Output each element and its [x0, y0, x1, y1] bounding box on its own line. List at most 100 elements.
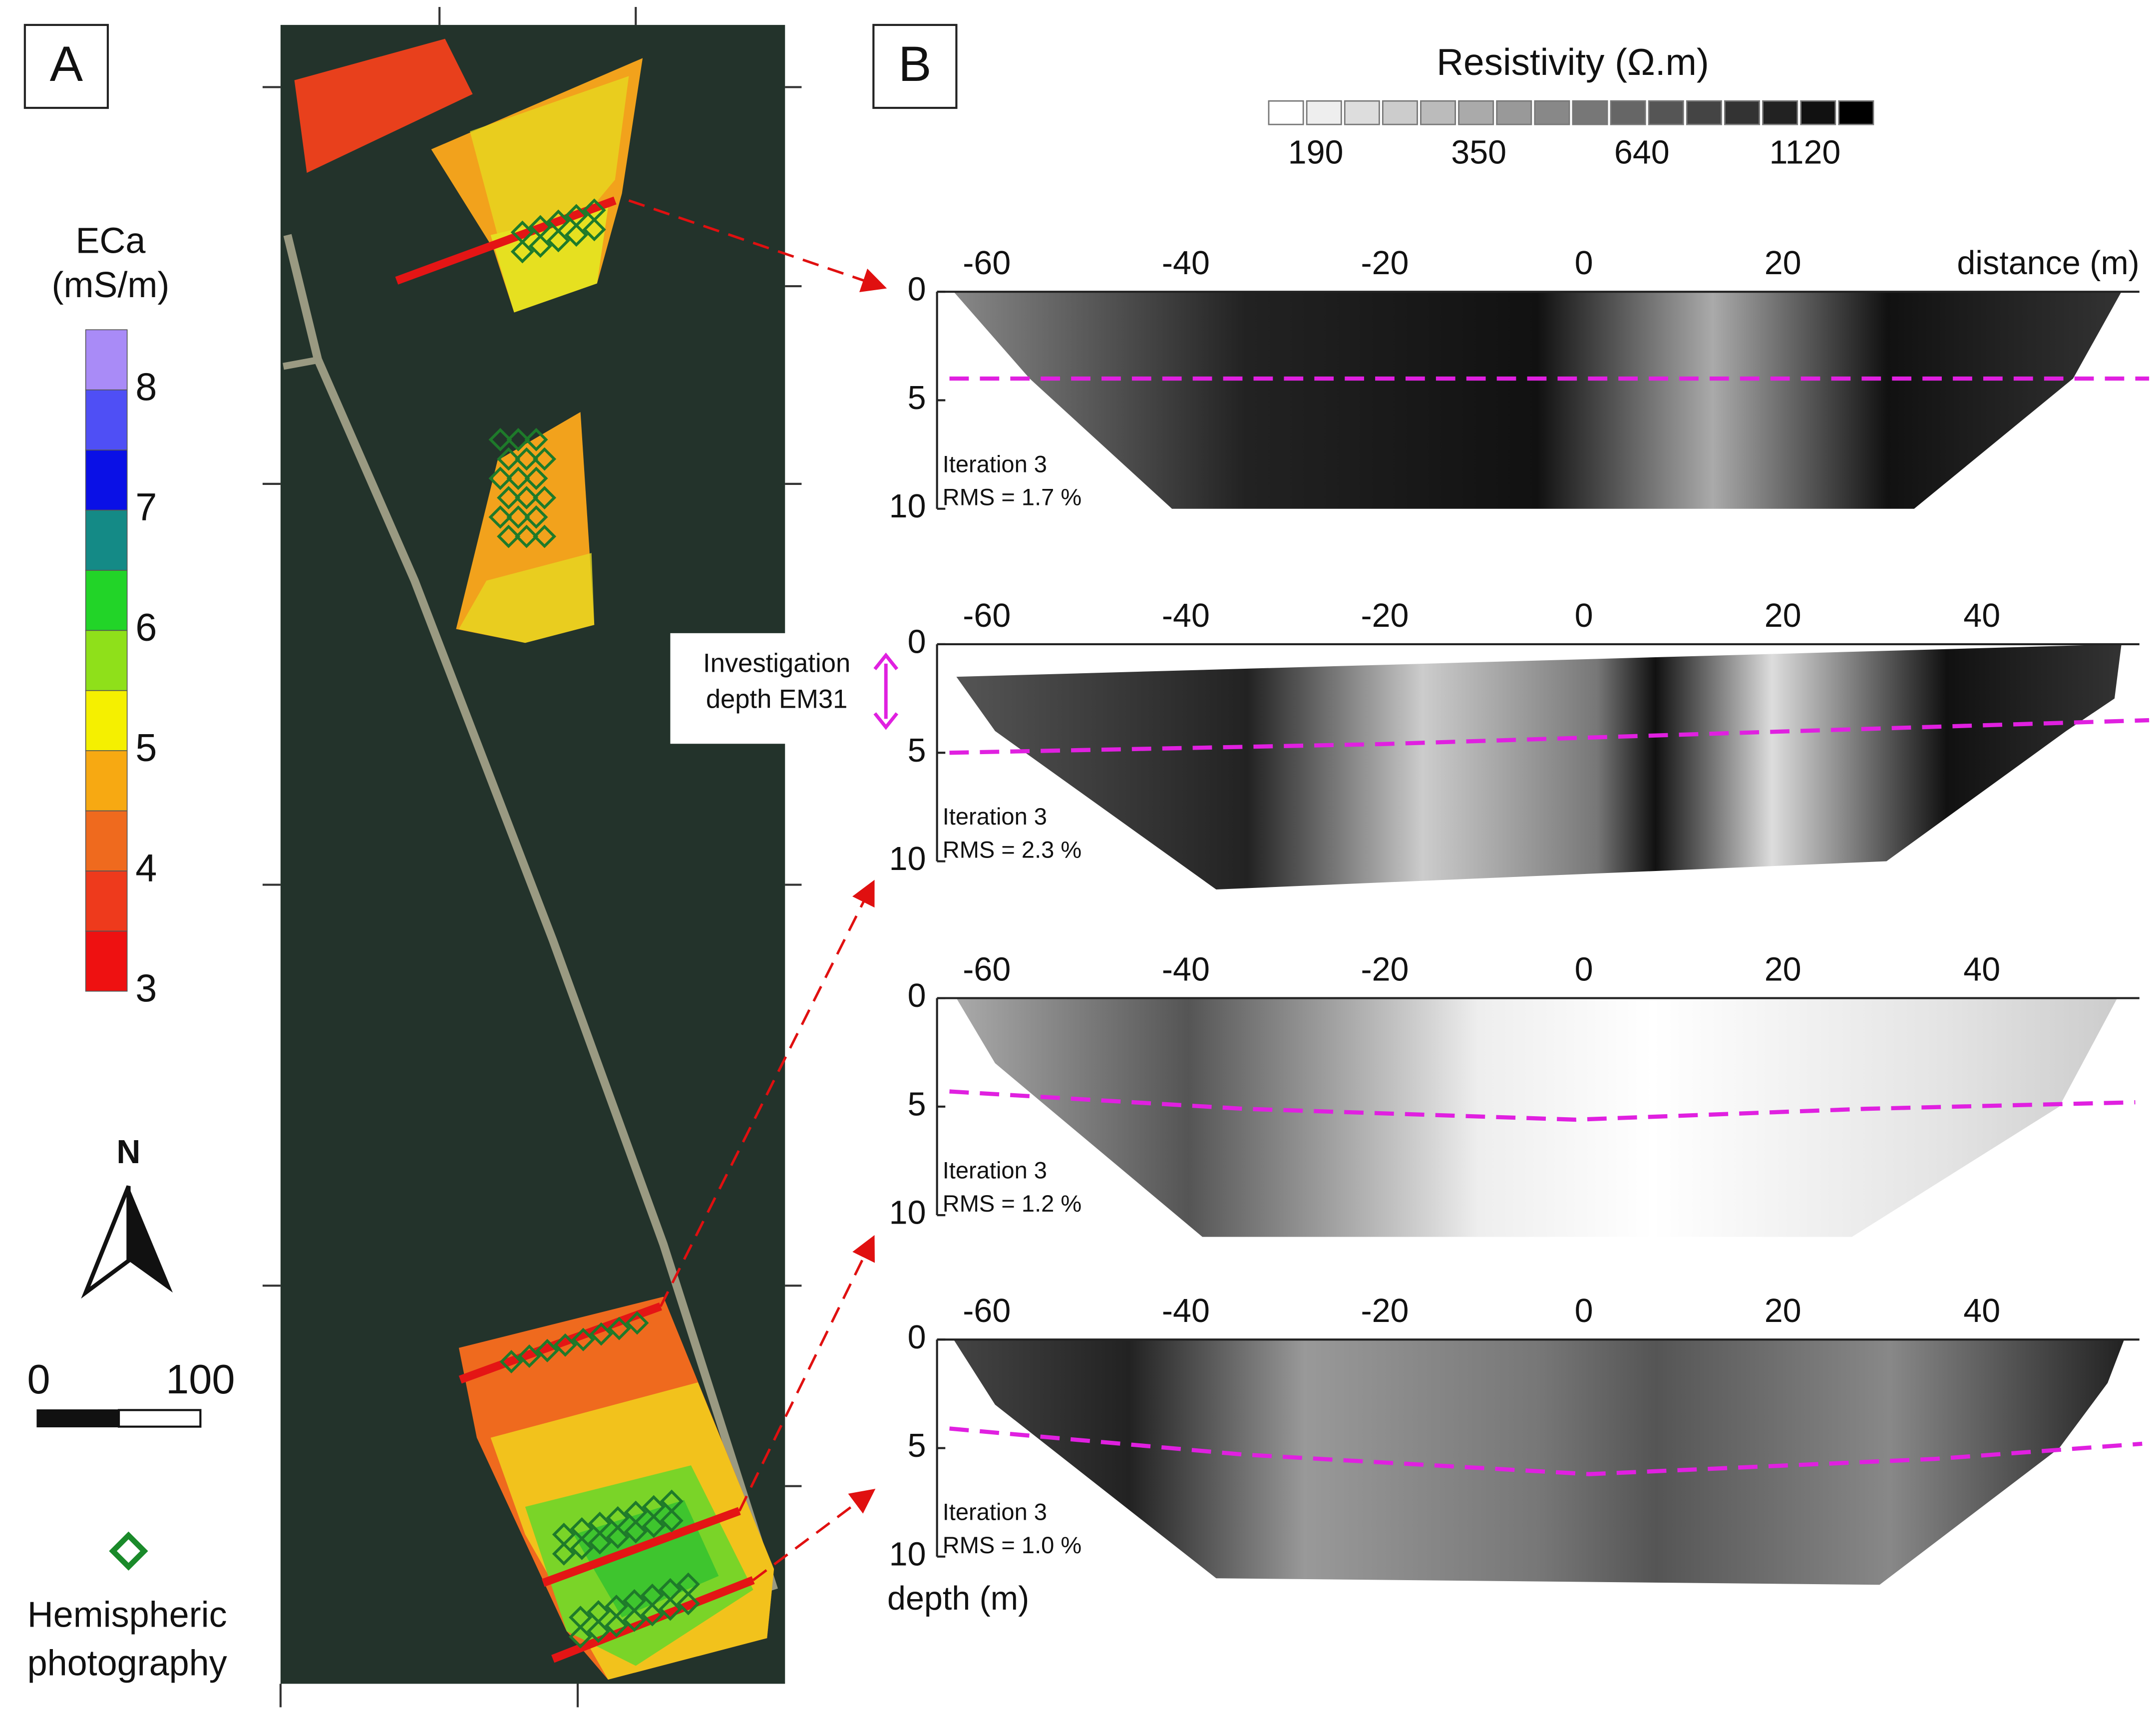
x-tick-label: 0 — [1575, 1292, 1593, 1329]
photo-point — [588, 1511, 612, 1535]
x-tick-label: -60 — [963, 245, 1011, 282]
y-tick-label: 10 — [889, 488, 926, 525]
map-frame-ticks — [262, 6, 802, 1708]
colorbar-tick-label: 5 — [135, 727, 157, 770]
rms-label: RMS = 1.0 % — [943, 1532, 1081, 1558]
mean-depth-line — [949, 1089, 2136, 1122]
colorbar-segment — [85, 449, 128, 511]
track — [283, 356, 322, 370]
y-tick-label: 10 — [889, 841, 926, 877]
x-tick-label: 0 — [1575, 245, 1593, 282]
resistivity-section: -60 -40 -20 0 20 40 0 5 10 Iteration 3 RMS = 1.2 % — [889, 951, 2140, 1237]
colorbar-segment — [85, 570, 128, 631]
legend-label: 350 — [1451, 134, 1506, 171]
photo-point — [640, 1583, 664, 1607]
photo-point — [606, 1506, 630, 1530]
colorbar-tick-label: 4 — [135, 847, 157, 889]
colorbar-segment — [85, 329, 128, 391]
x-tick-label: 20 — [1765, 597, 1801, 634]
photo-point — [533, 447, 557, 471]
photo-point — [517, 1344, 541, 1368]
x-tick-label: 20 — [1765, 245, 1801, 282]
resistivity-section: -60 -40 -20 0 20 40 0 5 10 Iteration 3 RMS = 1.0 % — [889, 1292, 2143, 1585]
colorbar-tick-label: 6 — [135, 606, 157, 649]
photo-point — [676, 1572, 700, 1596]
x-tick-label: -20 — [1361, 597, 1409, 634]
photo-point — [564, 204, 588, 228]
photo-point — [528, 234, 552, 258]
photo-point — [570, 1517, 594, 1541]
legend-label: 1120 — [1770, 134, 1841, 171]
colorbar-segment — [85, 930, 128, 992]
photo-point — [515, 524, 539, 548]
y-tick-label: 0 — [908, 624, 926, 661]
resistivity-legend: 190 350 640 1120 — [1268, 100, 1874, 171]
y-tick-label: 5 — [908, 380, 926, 417]
x-tick-label: -60 — [963, 597, 1011, 634]
photo-point — [488, 466, 512, 490]
photo-point — [510, 240, 534, 264]
colorbar-segment — [85, 810, 128, 871]
iteration-label: Iteration 3 — [943, 1498, 1047, 1525]
legend-swatch — [1572, 100, 1608, 125]
photo-point — [488, 505, 512, 529]
survey-field — [470, 76, 629, 235]
scale-label: 100 — [166, 1356, 235, 1402]
panel-label: A — [50, 36, 83, 92]
legend-swatch — [1382, 100, 1418, 125]
profile-line — [395, 196, 617, 285]
photo-point — [506, 466, 530, 490]
photo-point — [569, 1606, 593, 1630]
photo-point — [552, 1523, 576, 1547]
photo-point — [533, 524, 557, 548]
x-tick-label: -40 — [1162, 597, 1210, 634]
x-tick-label: -60 — [963, 1292, 1011, 1329]
y-tick-label: 5 — [908, 1086, 926, 1123]
photo-point — [624, 1520, 648, 1544]
colorbar-tick-label: 8 — [135, 366, 157, 409]
x-tick-label: -60 — [963, 951, 1011, 988]
resistivity-section: -60 -40 -20 0 20 0 5 10 Iteration 3 RMS = 1.7 % — [889, 245, 2150, 525]
photo-point — [535, 1338, 559, 1362]
colorbar-segment — [85, 509, 128, 571]
y-tick-label: 10 — [889, 1195, 926, 1232]
legend-swatch — [1610, 100, 1646, 125]
photo-point — [605, 1614, 628, 1638]
legend-label: Hemispheric — [27, 1595, 227, 1635]
panel-label-box — [23, 23, 109, 109]
colorbar-segment — [85, 690, 128, 751]
colorbar-segment — [85, 389, 128, 450]
photo-point — [658, 1597, 682, 1621]
legend-swatch — [1686, 100, 1722, 125]
legend-symbol — [109, 1531, 148, 1571]
y-tick-label: 0 — [908, 977, 926, 1014]
iteration-label: Iteration 3 — [943, 450, 1047, 477]
legend-title: Resistivity (Ω.m) — [1437, 41, 1709, 83]
photo-point — [642, 1514, 666, 1538]
photo-point — [660, 1489, 684, 1513]
photo-point — [546, 209, 570, 233]
photo-point — [582, 198, 606, 222]
x-tick-label: 40 — [1963, 597, 2000, 634]
x-tick-label: 0 — [1575, 597, 1593, 634]
photo-point — [571, 1327, 595, 1351]
legend-swatch — [1496, 100, 1532, 125]
section-shape — [953, 1339, 2125, 1585]
section-shape — [953, 292, 2122, 509]
x-tick-label: -20 — [1361, 1292, 1409, 1329]
x-tick-label: -20 — [1361, 245, 1409, 282]
x-tick-label: -40 — [1162, 951, 1210, 988]
legend-swatch — [1762, 100, 1798, 125]
section-shape — [956, 644, 2122, 890]
iteration-label: Iteration 3 — [943, 803, 1047, 830]
photo-point — [497, 486, 521, 510]
colorbar-tick-label: 3 — [135, 967, 157, 1010]
colorbar-title: ECa — [75, 221, 146, 261]
photo-point — [524, 428, 548, 451]
legend-label: 190 — [1288, 134, 1344, 171]
survey-field — [458, 553, 595, 643]
photo-point — [553, 1333, 577, 1357]
photo-point — [506, 428, 530, 451]
north-arrow — [128, 1186, 173, 1293]
